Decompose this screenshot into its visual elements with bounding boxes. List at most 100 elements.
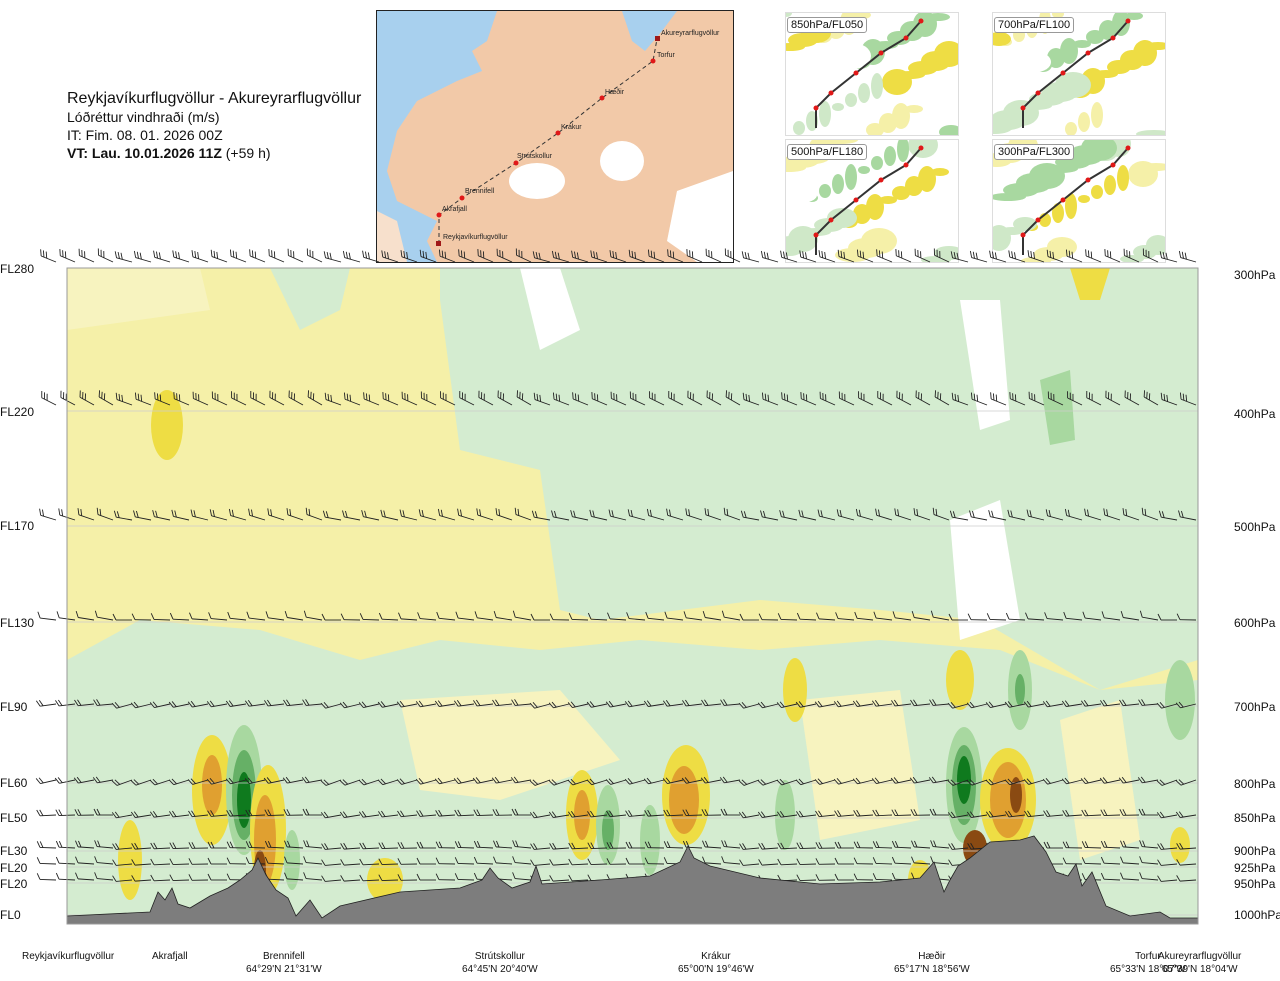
wind-barb xyxy=(438,249,456,263)
wind-barb xyxy=(131,859,152,866)
location-akrafjall: Akrafjall xyxy=(152,950,188,963)
fl-label-fl90: FL90 xyxy=(0,700,28,714)
thumbnail-850hpa[interactable]: 850hPa/FL050 xyxy=(785,12,959,136)
wind-barb xyxy=(492,809,513,816)
wind-barb xyxy=(434,777,456,785)
wind-barb xyxy=(396,700,418,708)
wind-barb xyxy=(130,811,152,818)
wind-barb xyxy=(400,250,418,263)
wind-barb xyxy=(94,856,114,865)
wind-barb xyxy=(322,510,342,521)
thumbnail-700hpa[interactable]: 700hPa/FL100 xyxy=(992,12,1166,136)
wind-barb xyxy=(757,811,779,818)
wind-barb xyxy=(758,842,779,850)
thumb-field-blob xyxy=(934,41,958,67)
wind-barb xyxy=(207,857,227,865)
wind-barb xyxy=(265,611,285,621)
wind-barb xyxy=(149,701,171,709)
wind-barb xyxy=(323,251,342,263)
wind-barb xyxy=(1119,699,1140,707)
wind-barb xyxy=(231,391,247,406)
wind-barb xyxy=(819,391,836,406)
thumbnail-500hpa-label: 500hPa/FL180 xyxy=(787,144,868,160)
wind-barb xyxy=(1067,391,1083,406)
sink-cell-upper-left xyxy=(151,390,183,460)
wind-barb xyxy=(206,778,228,785)
wind-barb xyxy=(511,699,532,706)
lowland xyxy=(377,211,407,262)
wind-barb xyxy=(682,809,703,817)
wind-barb xyxy=(361,510,380,521)
wind-barb xyxy=(154,392,171,406)
wind-barb xyxy=(738,811,760,819)
wind-barb xyxy=(853,809,874,817)
thumb-field-blob xyxy=(939,125,958,135)
wind-barb xyxy=(454,841,475,849)
wind-barb xyxy=(1027,250,1045,263)
thumbnail-500hpa[interactable]: 500hPa/FL180 xyxy=(785,139,959,263)
map-point-haedir xyxy=(599,95,605,101)
location-akureyrarflugvollur: Akureyrarflugvöllur 65°39'N 18°04'W xyxy=(1158,950,1241,976)
wind-barb xyxy=(1084,508,1102,521)
wind-barb xyxy=(1061,700,1083,707)
wind-barb xyxy=(609,250,627,263)
wind-barb xyxy=(416,810,437,817)
thumb-field-blob xyxy=(845,164,857,190)
thumb-field-blob xyxy=(993,32,1011,46)
wind-barb xyxy=(131,875,152,882)
location-coord: 65°39'N 18°04'W xyxy=(1161,964,1238,975)
wind-barb xyxy=(606,810,627,818)
glacier-vatnajokull xyxy=(667,171,733,262)
wind-barb xyxy=(1046,249,1064,263)
wind-barb xyxy=(1120,840,1140,849)
wind-barb xyxy=(1100,856,1121,865)
wind-barb xyxy=(1157,843,1178,850)
wind-barb xyxy=(779,510,798,521)
wind-barb xyxy=(929,808,949,816)
wind-barb xyxy=(548,779,570,786)
wind-barb xyxy=(188,858,209,865)
thumb-field-blob xyxy=(832,174,844,194)
thumbnail-300hpa-label: 300hPa/FL300 xyxy=(994,144,1075,160)
wind-barb xyxy=(758,613,779,621)
wind-barb xyxy=(966,779,988,786)
p-label-1000: 1000hPa xyxy=(1234,908,1280,922)
thumb-field-blob xyxy=(1136,130,1165,135)
wind-barb xyxy=(1139,610,1159,621)
wind-barb xyxy=(872,857,893,865)
location-name: Reykjavíkurflugvöllur xyxy=(22,951,115,962)
wind-barb xyxy=(948,843,969,850)
wind-barb xyxy=(415,700,437,708)
wind-barb xyxy=(339,811,361,818)
wind-barb xyxy=(227,611,247,621)
wind-barb xyxy=(890,777,912,784)
wind-barb xyxy=(837,249,855,263)
thumb-field-blob xyxy=(1112,13,1130,36)
wind-barb xyxy=(1065,249,1083,263)
thumb-field-blob xyxy=(897,140,909,162)
wind-barb xyxy=(75,856,95,865)
wind-barb xyxy=(39,508,57,521)
thumb-route-point xyxy=(1085,177,1091,183)
wind-barb xyxy=(1158,510,1178,521)
lift-core-haedir xyxy=(957,756,971,804)
thumbnail-300hpa[interactable]: 300hPa/FL300 xyxy=(992,139,1166,263)
wind-barb xyxy=(320,779,342,786)
sink-core-krakur xyxy=(669,766,699,834)
p-label-700: 700hPa xyxy=(1234,700,1276,714)
wind-barb xyxy=(552,392,570,406)
wind-barb xyxy=(267,508,285,521)
wind-barb xyxy=(358,701,380,709)
wind-barb xyxy=(130,701,152,709)
wind-barb xyxy=(1138,699,1159,706)
wind-barb xyxy=(702,840,722,849)
wind-barb xyxy=(606,842,627,849)
lift-core-right-2 xyxy=(1015,674,1025,706)
wind-barb xyxy=(644,841,665,849)
wind-barb xyxy=(169,874,190,882)
wind-barb xyxy=(776,701,798,709)
wind-barb xyxy=(358,811,380,818)
wind-barb xyxy=(1100,809,1121,817)
map-label-strutskollur: Strútskollur xyxy=(517,153,553,160)
wind-barb xyxy=(1120,872,1140,881)
